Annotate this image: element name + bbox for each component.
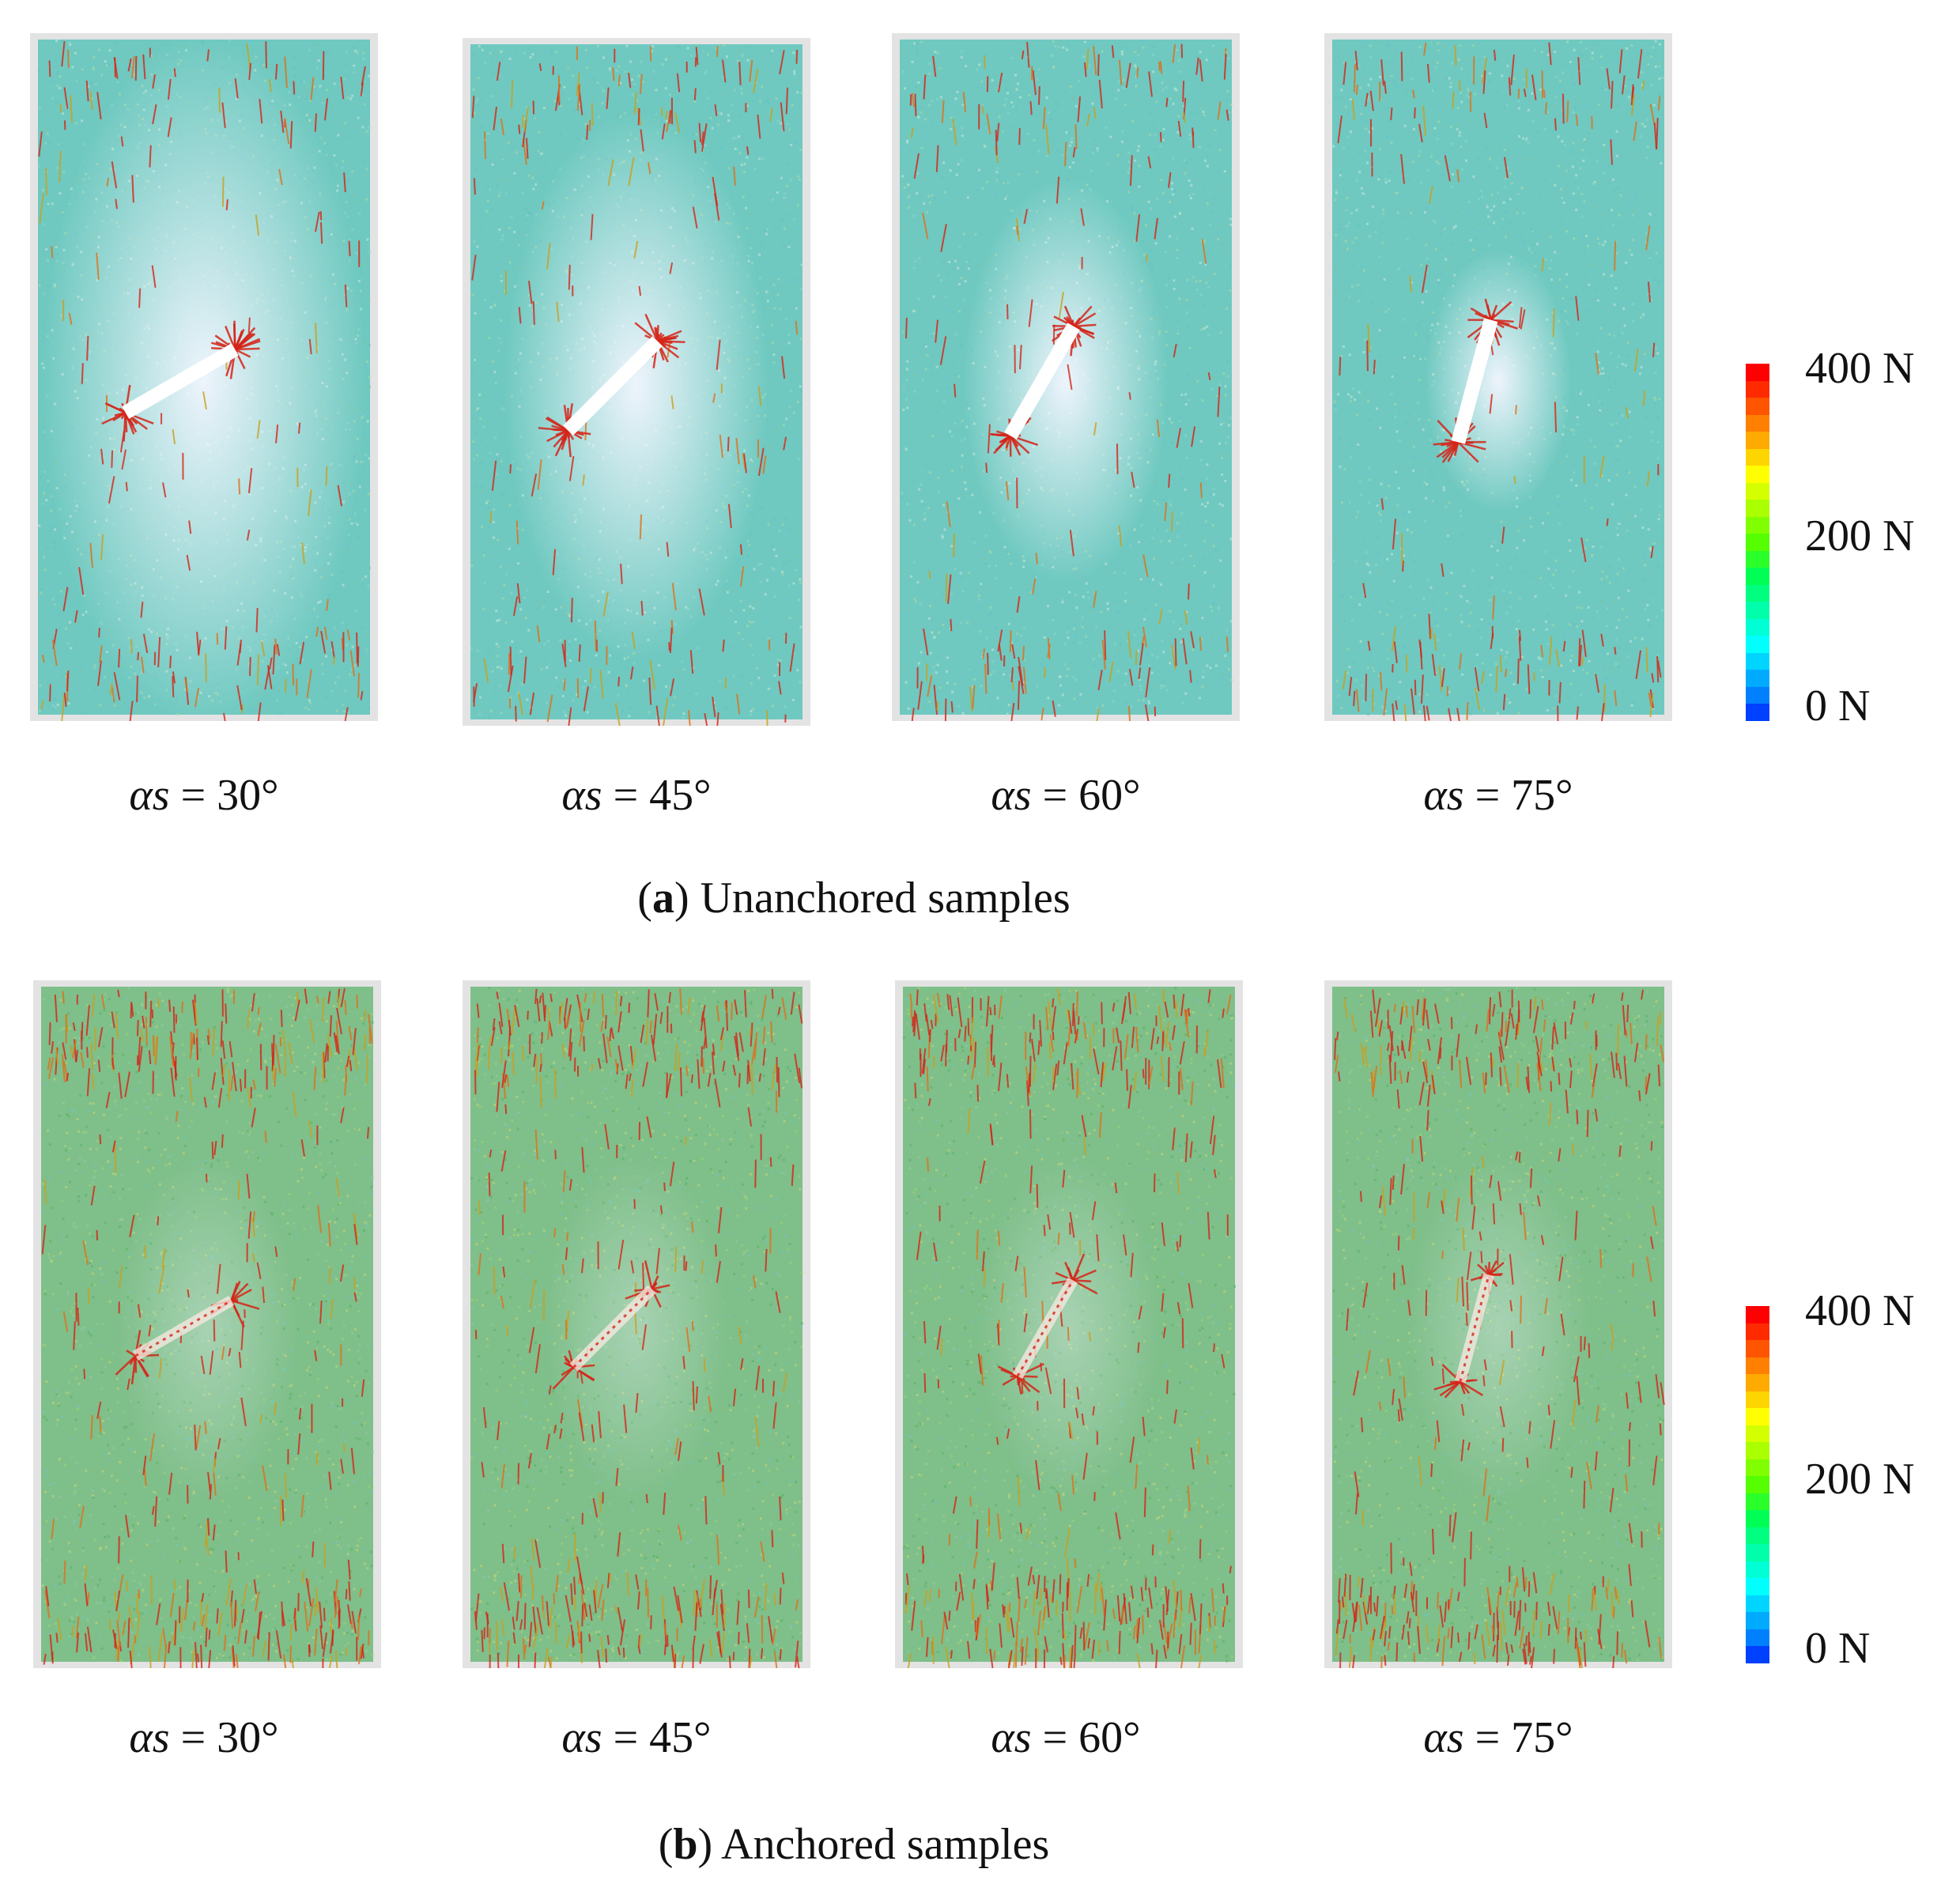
sample-image-a-45 [463,38,810,726]
colorbar-segment [1746,448,1769,466]
colorbar-segment [1746,516,1769,534]
colorbar-segment [1746,1306,1769,1323]
force-chain-plot [1324,33,1672,721]
sample-image-a-30 [30,33,378,721]
colorbar-a-mid-label: 200 N [1805,512,1915,561]
colorbar-segment [1746,670,1769,687]
colorbar-segment [1746,534,1769,551]
colorbar-segment [1746,380,1769,398]
colorbar-segment [1746,1578,1769,1595]
colorbar-a [1746,364,1769,721]
colorbar-segment [1746,1459,1769,1476]
colorbar-segment [1746,1408,1769,1425]
colorbar-segment [1746,618,1769,636]
colorbar-b-mid-label: 200 N [1805,1455,1915,1504]
colorbar-segment [1746,704,1769,721]
sample-image-a-60 [892,33,1240,721]
force-chain-plot [33,980,381,1668]
colorbar-segment [1746,686,1769,704]
colorbar-segment [1746,550,1769,568]
force-chain-plot [463,980,810,1668]
colorbar-segment [1746,636,1769,653]
colorbar-segment [1746,1442,1769,1459]
colorbar-segment [1746,1510,1769,1527]
colorbar-b [1746,1306,1769,1663]
colorbar-segment [1746,1612,1769,1629]
colorbar-segment [1746,652,1769,670]
angle-label-b-45: αs = 45° [561,1713,712,1762]
colorbar-segment [1746,1595,1769,1612]
colorbar-segment [1746,568,1769,585]
colorbar-segment [1746,1357,1769,1374]
force-chain-plot [1324,980,1672,1668]
angle-label-b-75: αs = 75° [1423,1713,1573,1762]
angle-label-a-75: αs = 75° [1423,771,1573,820]
colorbar-a-min-label: 0 N [1805,681,1871,731]
angle-label-a-30: αs = 30° [129,771,279,820]
colorbar-segment [1746,482,1769,500]
colorbar-segment [1746,432,1769,449]
sample-image-a-75 [1324,33,1672,721]
colorbar-segment [1746,466,1769,483]
angle-label-a-45: αs = 45° [561,771,712,820]
angle-label-b-30: αs = 30° [129,1713,279,1762]
colorbar-segment [1746,364,1769,381]
colorbar-segment [1746,1391,1769,1408]
caption-unanchored: (a) Unanchored samples [637,874,1071,923]
sample-image-b-75 [1324,980,1672,1668]
colorbar-segment [1746,500,1769,517]
force-chain-plot [463,38,810,726]
colorbar-segment [1746,1425,1769,1442]
colorbar-segment [1746,1493,1769,1510]
colorbar-segment [1746,1561,1769,1578]
sample-image-b-30 [33,980,381,1668]
force-chain-plot [30,33,378,721]
force-chain-plot [895,980,1243,1668]
force-chain-plot [892,33,1240,721]
colorbar-segment [1746,1323,1769,1340]
sample-image-b-60 [895,980,1243,1668]
colorbar-b-max-label: 400 N [1805,1286,1915,1335]
colorbar-a-max-label: 400 N [1805,344,1915,393]
colorbar-segment [1746,1476,1769,1493]
colorbar-segment [1746,1646,1769,1663]
angle-label-a-60: αs = 60° [991,771,1141,820]
caption-anchored: (b) Anchored samples [658,1820,1050,1869]
colorbar-segment [1746,602,1769,619]
colorbar-segment [1746,1544,1769,1561]
colorbar-segment [1746,1629,1769,1646]
colorbar-b-min-label: 0 N [1805,1624,1871,1673]
colorbar-segment [1746,414,1769,432]
angle-label-b-60: αs = 60° [991,1713,1141,1762]
colorbar-segment [1746,1374,1769,1391]
sample-image-b-45 [463,980,810,1668]
colorbar-segment [1746,398,1769,415]
colorbar-segment [1746,1340,1769,1357]
colorbar-segment [1746,1527,1769,1544]
colorbar-segment [1746,584,1769,602]
